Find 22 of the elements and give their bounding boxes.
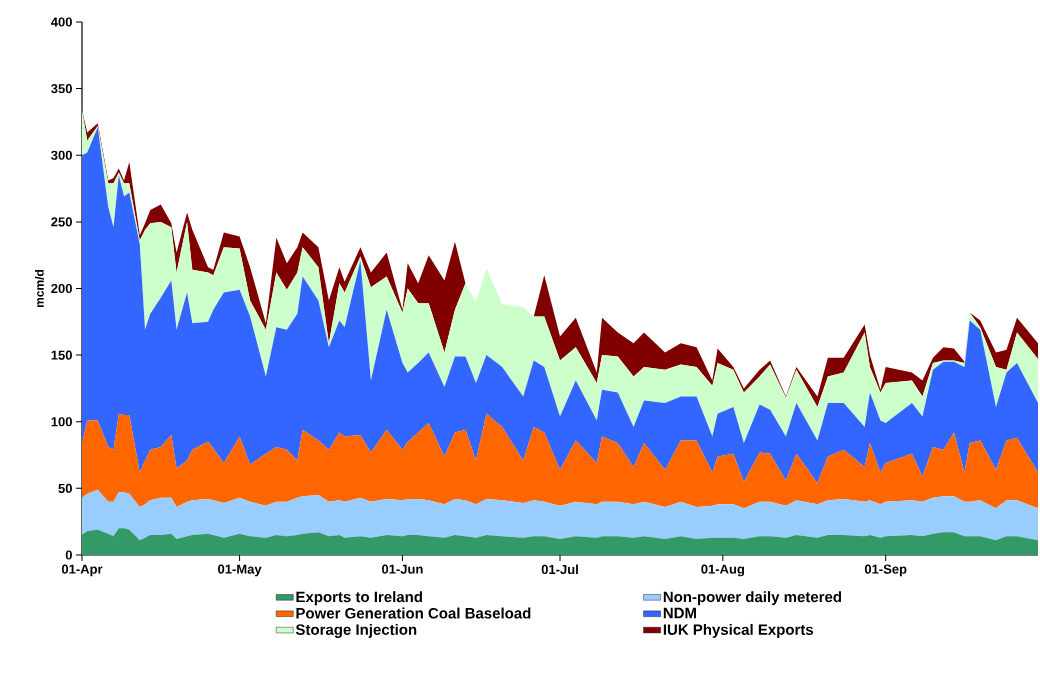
x-tick-label: 01-Apr: [61, 564, 103, 577]
legend-label: Exports to Ireland: [296, 591, 422, 606]
x-tick-label: 01-May: [218, 564, 262, 577]
y-tick-label: 50: [58, 483, 72, 493]
y-axis-title: mcm/d: [34, 269, 44, 308]
legend-label: NDM: [663, 607, 696, 619]
y-tick-label: 100: [51, 417, 72, 427]
legend-label: Storage Injection: [295, 623, 417, 638]
x-tick-label: 01-Sep: [864, 564, 907, 577]
legend-label: IUK Physical Exports: [663, 623, 814, 638]
y-tick-label: 200: [51, 283, 72, 294]
x-tick-label: 01-Aug: [701, 564, 744, 577]
y-tick-label: 0: [65, 550, 72, 560]
y-tick-label: 250: [51, 217, 72, 227]
x-tick-label: 01-Jun: [381, 564, 423, 574]
x-tick-label: 01-Jul: [541, 564, 578, 575]
legend-label: Non-power daily metered: [663, 591, 842, 606]
y-tick-label: 150: [51, 350, 72, 360]
y-tick-label: 350: [51, 84, 72, 94]
y-tick-label: 300: [51, 150, 72, 160]
y-tick-label: 400: [50, 17, 72, 27]
legend-label: Power Generation Coal Baseload: [296, 607, 531, 619]
